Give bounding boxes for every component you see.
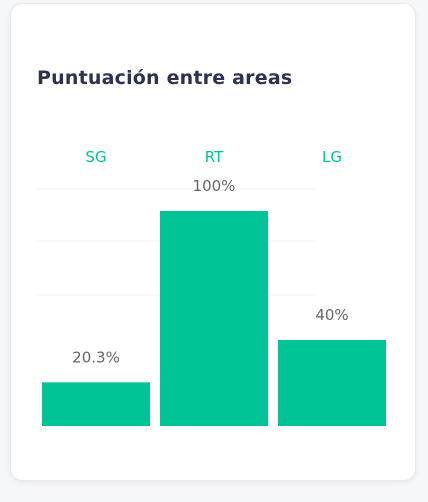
value-label-rt: 100% [193, 177, 236, 195]
value-label-sg: 20.3% [72, 348, 120, 366]
bar-lg [278, 340, 386, 426]
category-label-sg: SG [85, 148, 106, 166]
value-labels: 20.3% 100% 40% [72, 177, 349, 366]
value-label-lg: 40% [315, 306, 348, 324]
bar-sg [42, 382, 150, 426]
category-label-rt: RT [205, 148, 224, 166]
category-label-lg: LG [322, 148, 342, 166]
bar-rt [160, 211, 268, 426]
chart-bars [42, 211, 386, 426]
chart-title: Puntuación entre areas [37, 67, 293, 89]
category-labels: SG RT LG [85, 148, 342, 166]
